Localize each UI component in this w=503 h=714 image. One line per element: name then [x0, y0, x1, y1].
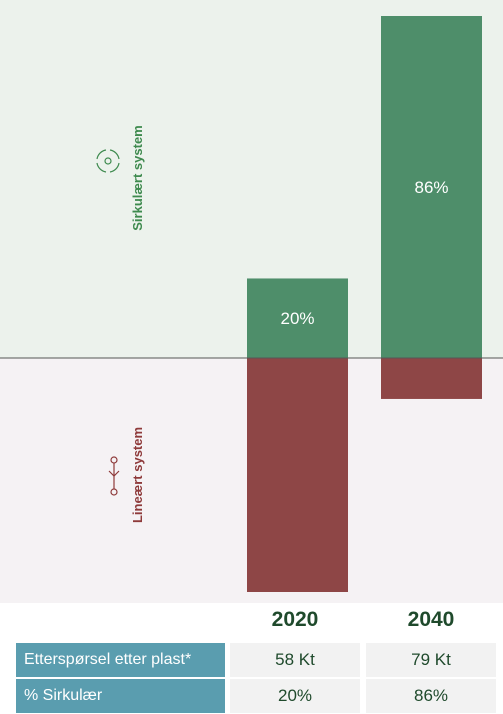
- bar-label-2020: 20%: [280, 309, 314, 328]
- linear-system-label: Lineært system: [130, 427, 145, 523]
- bars-layer: 20% 86%: [247, 16, 482, 592]
- bar-label-2040: 86%: [414, 178, 448, 197]
- demand-2020-cell: 58 Kt: [230, 643, 360, 677]
- bar-circular-2040: [381, 16, 482, 358]
- demand-2040-cell: 79 Kt: [366, 643, 496, 677]
- circular-vs-linear-chart: Sirkulært system Lineært system 20% 86%: [0, 0, 503, 603]
- circular-system-label: Sirkulært system: [130, 125, 145, 231]
- bar-circular-2020: [247, 278, 348, 358]
- circular-share-2040-cell: 86%: [366, 679, 496, 713]
- recycle-icon: [96, 149, 120, 173]
- linear-system-label-text: Lineært system: [130, 427, 145, 523]
- linear-arrow-icon: [108, 456, 120, 496]
- bar-linear-2020: [247, 358, 348, 592]
- demand-row-label: Etterspørsel etter plast*: [16, 643, 225, 677]
- table-row-demand: Etterspørsel etter plast* 58 Kt 79 Kt: [0, 643, 503, 677]
- year-2020-header: 2020: [271, 608, 319, 631]
- circular-share-2020-cell: 20%: [230, 679, 360, 713]
- table-row-circular-share: % Sirkulær 20% 86%: [0, 679, 503, 713]
- year-2040-header: 2040: [407, 608, 455, 631]
- circular-system-label-text: Sirkulært system: [130, 125, 145, 231]
- circular-share-row-label: % Sirkulær: [16, 679, 225, 713]
- bar-linear-2040: [381, 358, 482, 399]
